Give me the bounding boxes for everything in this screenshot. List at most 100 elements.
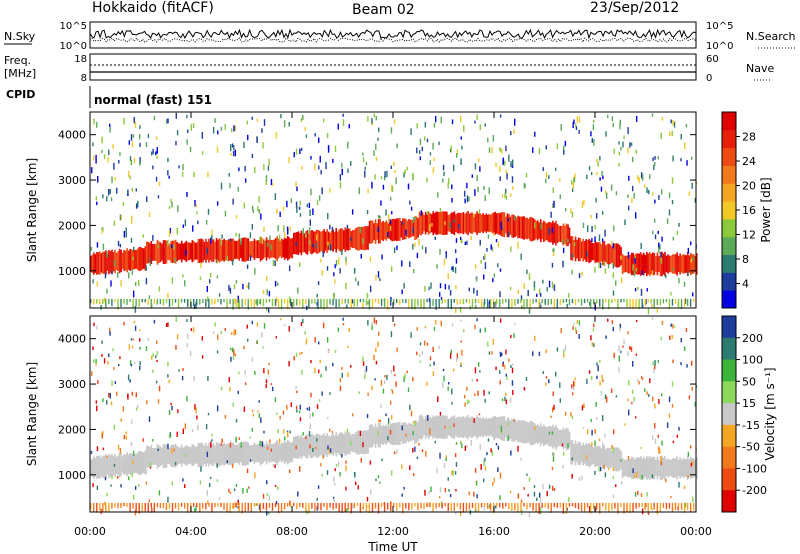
power-echo-cell	[694, 256, 697, 272]
velocity-scatter-cell	[509, 490, 512, 494]
power-scatter-cell	[692, 256, 694, 261]
power-scatter-cell	[631, 185, 634, 192]
power-scatter-cell	[488, 302, 491, 308]
velocity-scatter-cell	[308, 406, 311, 411]
velocity-scatter-cell	[588, 505, 591, 512]
power-echo-cell	[464, 213, 466, 233]
velocity-echo-cell	[605, 449, 607, 467]
power-scatter-cell	[274, 193, 277, 201]
velocity-echo-cell	[571, 440, 574, 465]
velocity-scatter-cell	[627, 455, 630, 460]
power-scatter-cell	[133, 246, 135, 252]
power-scatter-cell	[451, 197, 453, 203]
velocity-clutter-cell	[474, 502, 477, 511]
velocity-scatter-cell	[562, 464, 564, 469]
power-echo-cell	[226, 240, 228, 261]
velocity-scatter-cell	[232, 354, 235, 360]
velocity-echo-cell	[164, 444, 166, 469]
power-echo-cell	[641, 254, 644, 274]
power-scatter-cell	[129, 175, 131, 180]
power-scatter-cell	[453, 219, 455, 223]
velocity-echo-cell	[143, 452, 145, 473]
power-clutter-cell	[586, 298, 589, 303]
velocity-scatter-cell	[192, 429, 194, 432]
velocity-echo-cell	[343, 434, 345, 454]
power-clutter-cell	[229, 298, 231, 305]
velocity-echo-cell	[243, 441, 245, 466]
velocity-echo-cell	[103, 455, 106, 478]
power-echo-cell	[218, 238, 221, 263]
velocity-echo-cell	[194, 446, 197, 464]
power-scatter-cell	[233, 125, 235, 132]
velocity-scatter-cell	[382, 388, 385, 394]
velocity-echo-cell	[180, 444, 183, 467]
velocity-echo-cell	[641, 458, 644, 478]
power-scatter-cell	[255, 299, 257, 305]
power-scatter-cell	[424, 122, 427, 128]
velocity-scatter-cell	[554, 371, 557, 377]
velocity-echo-cell	[252, 445, 254, 462]
velocity-scatter-cell	[533, 491, 536, 497]
power-scatter-cell	[229, 238, 232, 242]
power-scatter-cell	[461, 239, 463, 244]
noise-tick-right-low: 10^0	[706, 41, 733, 52]
power-scatter-cell	[383, 176, 386, 181]
power-echo-cell	[347, 228, 350, 251]
power-scatter-cell	[434, 236, 436, 240]
power-scatter-cell	[265, 175, 268, 182]
power-scatter-cell	[209, 272, 212, 278]
velocity-clutter-cell	[329, 502, 331, 508]
power-scatter-cell	[224, 124, 226, 131]
power-clutter-cell	[314, 298, 316, 304]
power-scatter-cell	[371, 117, 373, 124]
power-scatter-cell	[130, 159, 133, 165]
velocity-scatter-cell	[618, 345, 620, 352]
power-echo-cell	[414, 216, 416, 240]
power-scatter-cell	[553, 200, 555, 208]
power-echo-cell	[105, 250, 107, 275]
velocity-scatter-cell	[128, 476, 130, 481]
velocity-scatter-cell	[145, 481, 148, 485]
power-clutter-cell	[259, 298, 262, 305]
power-echo-cell	[417, 218, 419, 238]
power-clutter-cell	[638, 298, 640, 310]
velocity-echo-cell	[99, 455, 101, 479]
velocity-scatter-cell	[314, 367, 316, 374]
velocity-scatter-cell	[96, 405, 98, 412]
power-clutter-cell	[129, 298, 131, 302]
power-scatter-cell	[295, 181, 297, 188]
power-scatter-cell	[466, 182, 468, 189]
power-clutter-cell	[620, 298, 622, 303]
velocity-echo-cell	[521, 420, 524, 443]
velocity-clutter-cell	[262, 502, 265, 510]
velocity-echo-cell	[270, 443, 272, 462]
power-echo-cell	[541, 222, 544, 240]
velocity-clutter-cell	[338, 502, 340, 513]
power-scatter-cell	[92, 279, 94, 284]
power-scatter-cell	[440, 116, 442, 124]
velocity-scatter-cell	[684, 346, 686, 351]
power-scatter-cell	[479, 239, 481, 246]
power-clutter-cell	[547, 298, 549, 306]
power-scatter-cell	[573, 177, 576, 183]
power-echo-cell	[676, 252, 678, 276]
power-scatter-cell	[137, 200, 139, 208]
velocity-echo-cell	[218, 442, 221, 467]
velocity-echo-cell	[505, 420, 507, 438]
power-scatter-cell	[551, 227, 554, 233]
power-scatter-cell	[228, 284, 230, 291]
velocity-echo-cell	[450, 416, 453, 438]
velocity-echo-cell	[186, 446, 189, 465]
velocity-scatter-cell	[329, 392, 331, 395]
power-scatter-cell	[651, 113, 654, 117]
velocity-scatter-cell	[119, 356, 121, 360]
velocity-echo-cell	[427, 415, 430, 439]
power-echo-cell	[246, 238, 248, 261]
power-scatter-cell	[672, 119, 674, 126]
velocity-scatter-cell	[391, 415, 393, 420]
velocity-scatter-cell	[401, 493, 403, 497]
power-scatter-cell	[534, 222, 536, 229]
power-scatter-cell	[211, 235, 213, 241]
velocity-scatter-cell	[677, 506, 679, 511]
velocity-scatter-cell	[570, 412, 572, 417]
